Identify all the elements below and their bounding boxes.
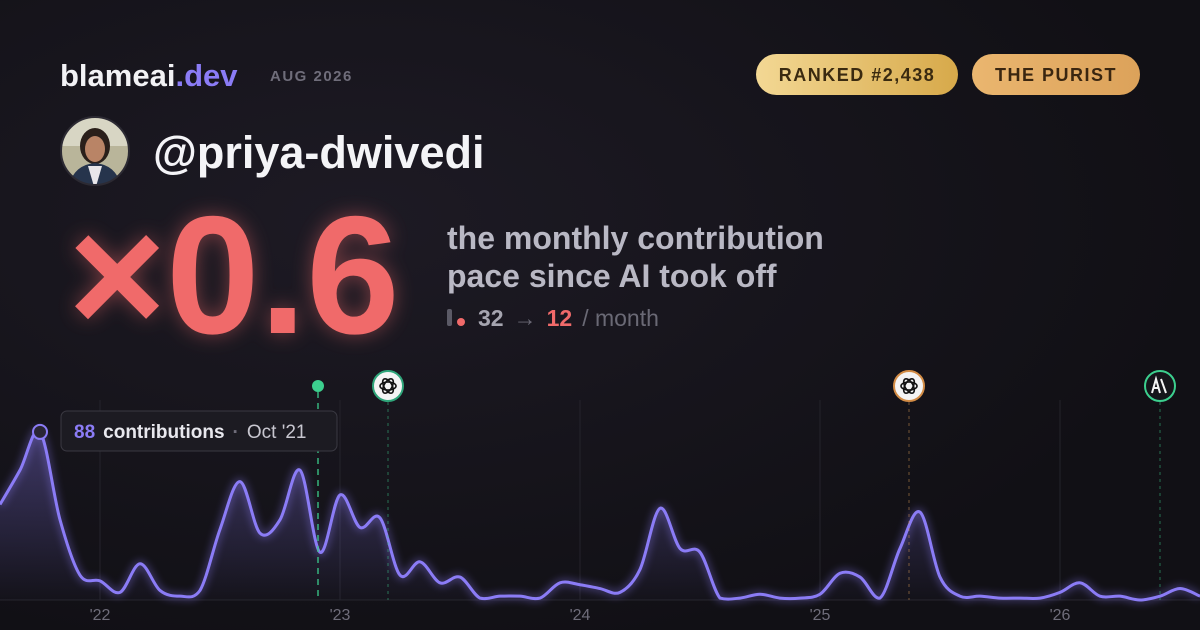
brand-suffix: .dev — [175, 58, 238, 93]
x-tick-label: '22 — [90, 607, 111, 624]
x-tick-label: '26 — [1050, 607, 1071, 624]
rank-badge-text: RANKED #2,438 — [779, 65, 936, 85]
rank-badge — [756, 54, 958, 95]
milestone-markers — [312, 370, 1176, 600]
brand: blameai.dev — [60, 58, 238, 93]
before-icon — [447, 309, 452, 326]
x-tick-label: '23 — [330, 607, 351, 624]
tooltip: 88 contributions · Oct '21 — [32, 410, 338, 452]
pace-unit: / month — [582, 305, 659, 331]
multiplier-glow: ×0.6 — [68, 181, 400, 369]
pace-before: 32 — [478, 305, 504, 331]
avatar — [61, 117, 129, 185]
caption-line: the monthly contribution — [447, 220, 824, 256]
tooltip-separator: · — [233, 422, 239, 443]
pace-after: 12 — [547, 305, 573, 331]
multiplier: ×0.6 — [68, 181, 400, 369]
anthropic-icon — [1144, 370, 1176, 402]
tooltip-label: contributions — [103, 422, 224, 443]
chart: '22 '23 '24 '25 '26 — [0, 400, 1200, 624]
x-tick-label: '25 — [810, 607, 831, 624]
persona-badge-text: THE PURIST — [995, 65, 1117, 85]
openai-icon — [372, 370, 404, 402]
handle: @priya-dwivedi — [153, 127, 484, 178]
openai-icon — [893, 370, 925, 402]
avatar-ring — [60, 116, 130, 186]
openai-glyph — [379, 377, 397, 395]
tooltip-box — [60, 410, 338, 452]
line — [0, 429, 1200, 602]
brand-name: blameai — [60, 58, 175, 93]
milestone-dot — [312, 380, 324, 392]
tooltip-point — [32, 423, 48, 440]
openai-glyph — [900, 377, 918, 395]
persona-badge — [972, 54, 1140, 95]
anthropic-glyph — [1151, 375, 1167, 394]
tooltip-date: Oct '21 — [247, 422, 307, 443]
after-icon — [457, 318, 465, 326]
date: AUG 2026 — [270, 68, 353, 85]
pace-line: 32 → 12 / month — [478, 305, 659, 331]
tooltip-text: 88 contributions · Oct '21 — [74, 422, 306, 443]
tooltip-value: 88 — [74, 422, 95, 443]
x-tick-label: '24 — [570, 607, 591, 624]
pace-arrow: → — [514, 305, 537, 331]
caption-line: pace since AI took off — [447, 258, 777, 294]
